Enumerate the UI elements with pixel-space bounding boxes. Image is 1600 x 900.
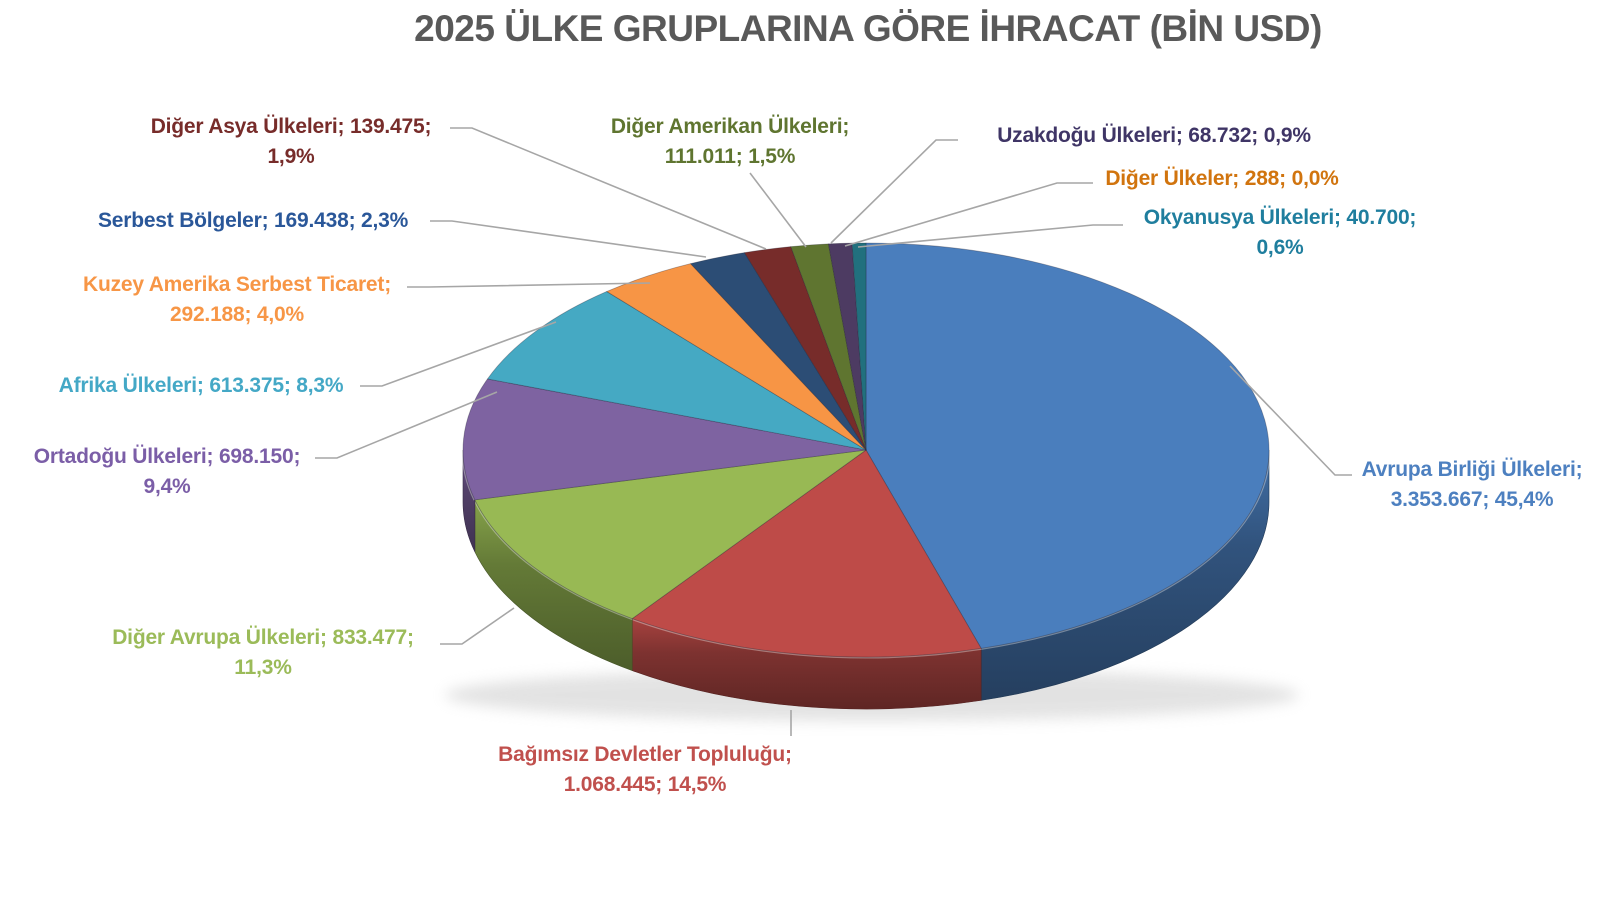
data-label-line: Avrupa Birliği Ülkeleri; bbox=[1361, 458, 1583, 481]
data-label-line: 3.353.667; 45,4% bbox=[1390, 488, 1554, 511]
data-label-line: Uzakdoğu Ülkeleri; 68.732; 0,9% bbox=[997, 124, 1311, 147]
data-label-line: Diğer Amerikan Ülkeleri; bbox=[610, 115, 850, 138]
pie-slice-diger-asya-ulkeleri bbox=[744, 246, 867, 451]
data-label-ortadogu-ulkeleri: Ortadoğu Ülkeleri; 698.150; 9,4% bbox=[34, 442, 301, 502]
data-label-bagimsiz-devletler-toplulugu: Bağımsız Devletler Topluluğu; 1.068.445; … bbox=[498, 740, 792, 800]
chart-title: 2025 ÜLKE GRUPLARINA GÖRE İHRACAT (BİN U… bbox=[414, 8, 1322, 49]
data-label-afrika-ulkeleri: Afrika Ülkeleri; 613.375; 8,3% bbox=[59, 371, 344, 401]
data-label-line: Ortadoğu Ülkeleri; 698.150; bbox=[33, 445, 301, 468]
pie-slice-afrika-ulkeleri bbox=[487, 291, 867, 451]
data-label-line: Afrika Ülkeleri; 613.375; 8,3% bbox=[58, 374, 344, 397]
data-label-line: Serbest Bölgeler; 169.438; 2,3% bbox=[97, 209, 409, 232]
pie-slice-kuzey-amerika-serbest-ticaret bbox=[606, 263, 867, 451]
data-label-line: Bağımsız Devletler Topluluğu; bbox=[498, 743, 792, 766]
data-label-diger-asya-ulkeleri: Diğer Asya Ülkeleri; 139.475; 1,9% bbox=[151, 112, 432, 172]
data-label-uzakdogu-ulkeleri: Uzakdoğu Ülkeleri; 68.732; 0,9% bbox=[997, 121, 1311, 151]
leader-line-diger-asya-ulkeleri bbox=[450, 127, 767, 250]
leader-line-afrika-ulkeleri bbox=[360, 321, 557, 387]
data-label-line: 1,9% bbox=[267, 145, 315, 168]
pie-slice-avrupa-birligi-ulkeleri bbox=[865, 242, 1270, 649]
data-label-line: 111.011; 1,5% bbox=[664, 145, 796, 168]
data-label-line: 1.068.445; 14,5% bbox=[563, 773, 727, 796]
data-label-line: 11,3% bbox=[234, 656, 292, 679]
leader-line-diger-ulkeler bbox=[844, 182, 1093, 247]
data-label-diger-ulkeler: Diğer Ülkeler; 288; 0,0% bbox=[1105, 164, 1339, 194]
leader-line-uzakdogu-ulkeleri bbox=[830, 139, 958, 244]
data-label-line: Diğer Avrupa Ülkeleri; 833.477; bbox=[112, 626, 414, 649]
leader-line-diger-amerikan-ulkeleri bbox=[749, 172, 807, 248]
leader-line-serbest-bolgeler bbox=[430, 220, 707, 258]
pie-slice-diger-avrupa-ulkeleri bbox=[474, 449, 867, 620]
data-label-diger-amerikan-ulkeleri: Diğer Amerikan Ülkeleri; 111.011; 1,5% bbox=[610, 112, 850, 172]
data-label-line: Okyanusya Ülkeleri; 40.700; bbox=[1143, 206, 1417, 229]
data-label-diger-avrupa-ulkeleri: Diğer Avrupa Ülkeleri; 833.477; 11,3% bbox=[112, 623, 414, 683]
data-label-line: 0,6% bbox=[1256, 236, 1304, 259]
pie-slice-ortadogu-ulkeleri bbox=[462, 378, 867, 501]
data-label-serbest-bolgeler: Serbest Bölgeler; 169.438; 2,3% bbox=[98, 206, 408, 236]
data-label-avrupa-birligi-ulkeleri: Avrupa Birliği Ülkeleri; 3.353.667; 45,4% bbox=[1362, 455, 1583, 515]
pie-slice-diger-amerikan-ulkeleri bbox=[790, 243, 867, 451]
leader-line-okyanusya-ulkeleri bbox=[857, 224, 1123, 248]
data-label-line: Kuzey Amerika Serbest Ticaret; bbox=[83, 273, 391, 296]
pie-slice-bagimsiz-devletler-toplulugu bbox=[631, 449, 982, 658]
data-label-line: Diğer Ülkeler; 288; 0,0% bbox=[1105, 167, 1339, 190]
data-label-kuzey-amerika-serbest-ticaret: Kuzey Amerika Serbest Ticaret; 292.188; 4… bbox=[83, 270, 391, 330]
leader-line-ortadogu-ulkeleri bbox=[315, 391, 498, 459]
leader-line-avrupa-birligi-ulkeleri bbox=[1229, 365, 1352, 476]
data-label-line: 292.188; 4,0% bbox=[169, 303, 305, 326]
leader-line-kuzey-amerika-serbest-ticaret bbox=[407, 282, 651, 288]
data-label-line: 9,4% bbox=[143, 475, 191, 498]
pie-slice-serbest-bolgeler bbox=[690, 252, 867, 451]
leader-line-diger-avrupa-ulkeleri bbox=[440, 607, 515, 645]
data-label-line: Diğer Asya Ülkeleri; 139.475; bbox=[150, 115, 432, 138]
data-label-okyanusya-ulkeleri: Okyanusya Ülkeleri; 40.700; 0,6% bbox=[1143, 203, 1417, 263]
